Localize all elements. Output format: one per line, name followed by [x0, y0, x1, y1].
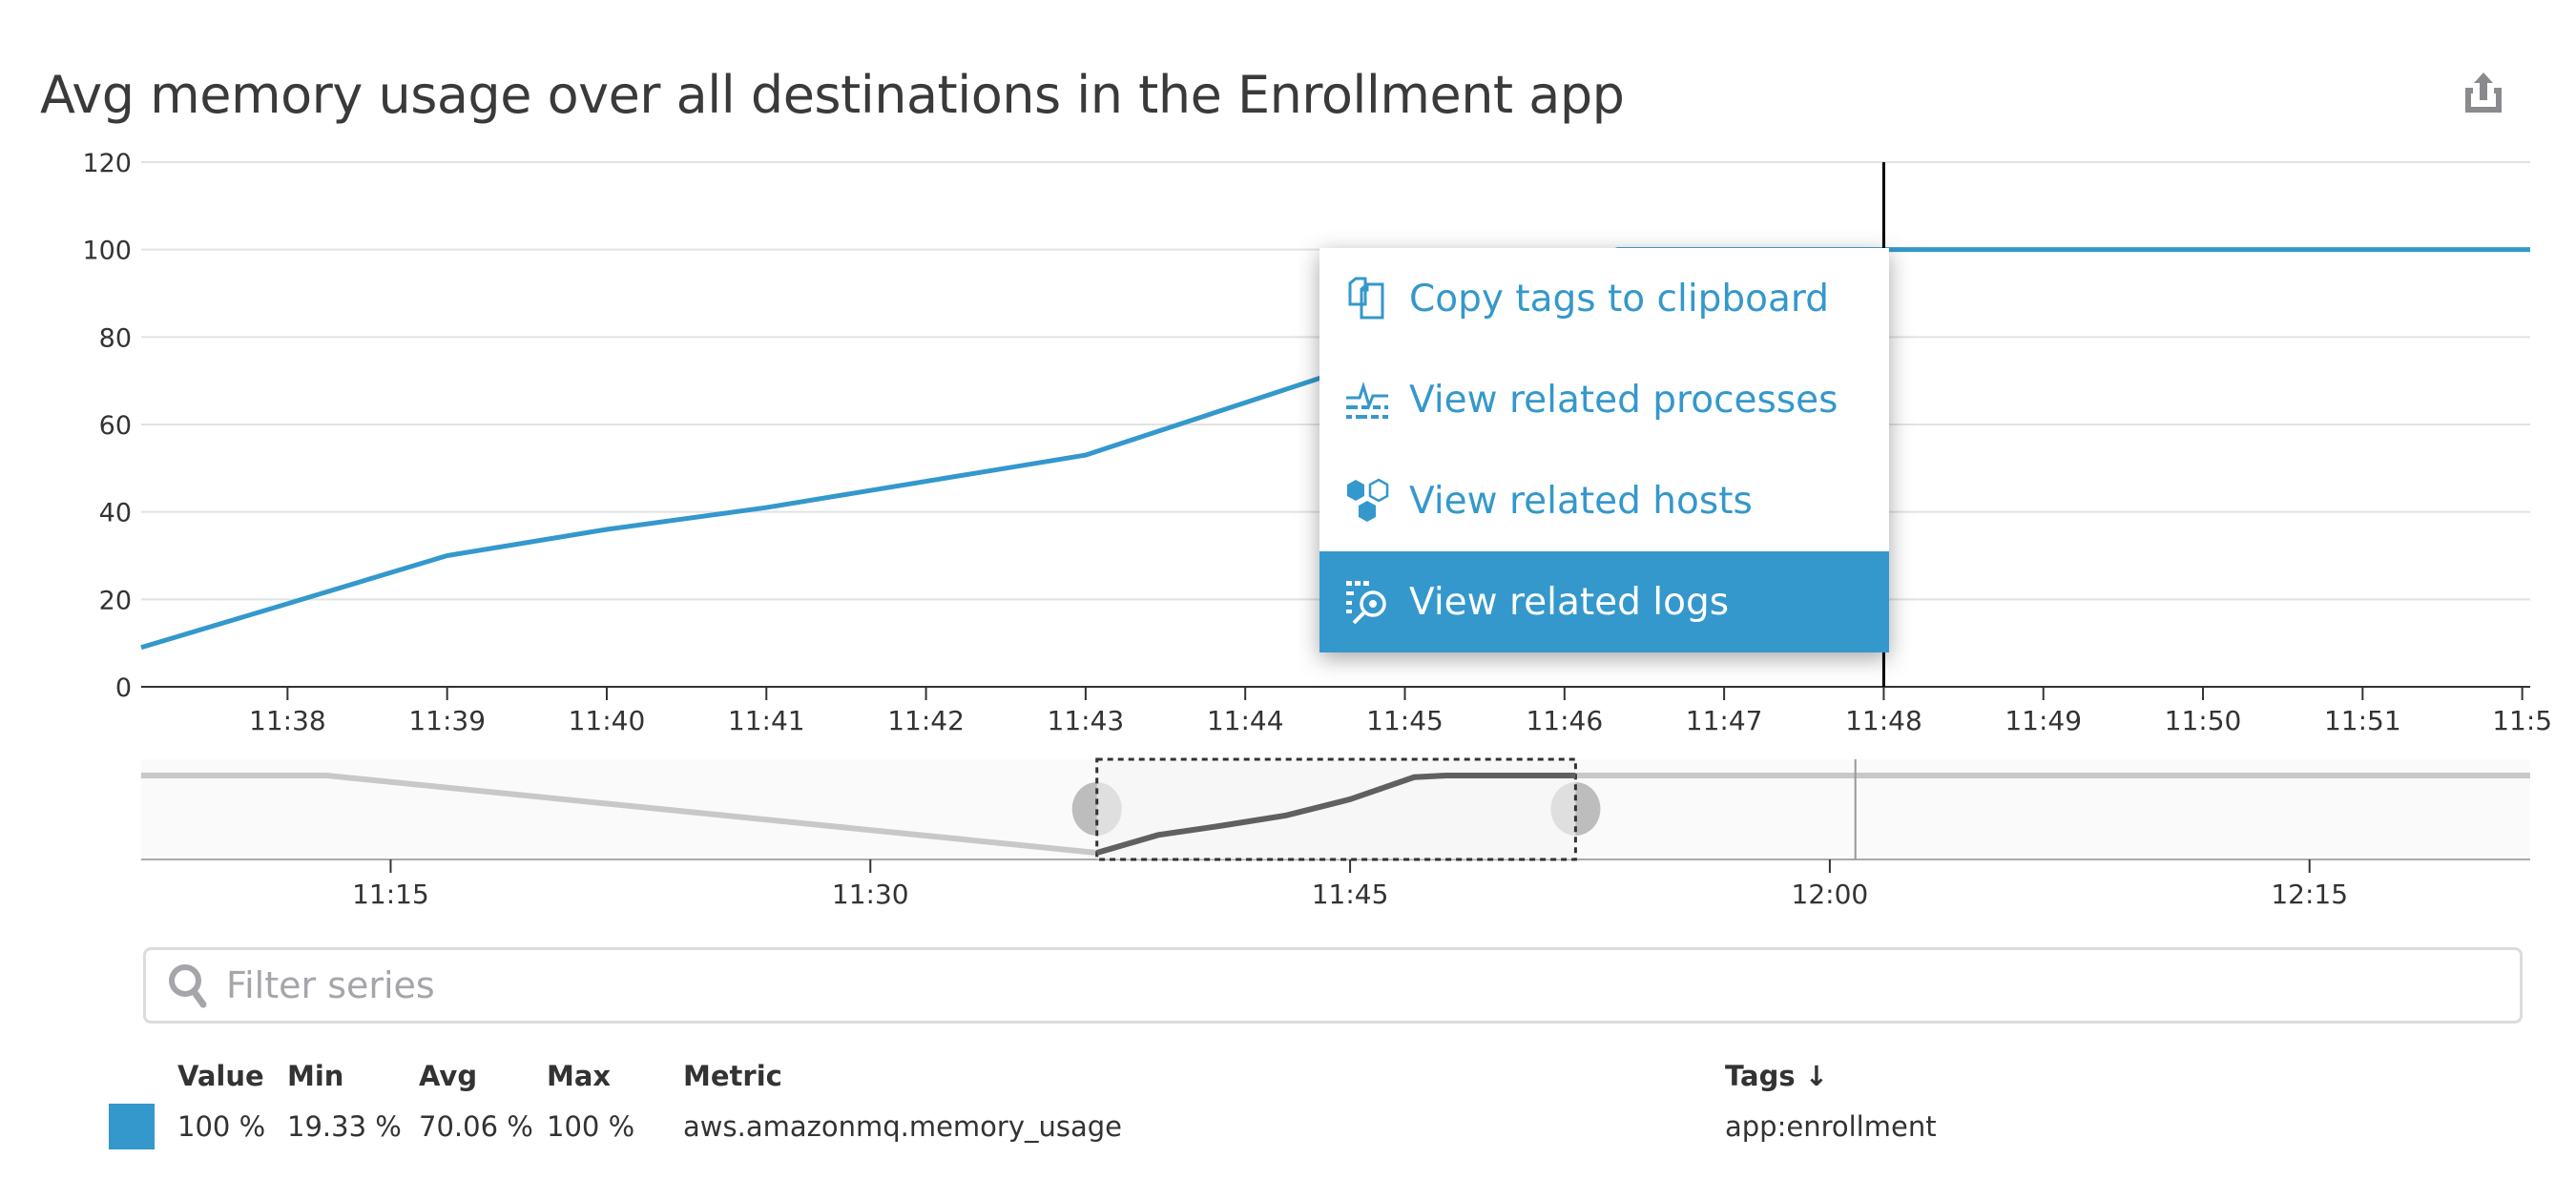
- logs-icon: [1340, 575, 1394, 629]
- menu-item-label: View related processes: [1409, 378, 1839, 422]
- x-tick-label: 11:5: [2492, 705, 2552, 736]
- x-tick-label: 11:43: [1048, 705, 1125, 736]
- legend-header-min[interactable]: Min: [287, 1060, 344, 1092]
- y-tick-label: 60: [99, 411, 132, 441]
- x-tick-label: 11:49: [2005, 705, 2082, 736]
- legend-metric[interactable]: aws.amazonmq.memory_usage: [683, 1110, 1123, 1143]
- search-icon: [165, 962, 213, 1009]
- navigator-tick-label: 12:15: [2271, 879, 2348, 910]
- menu-item-related-hosts[interactable]: View related hosts: [1319, 450, 1889, 551]
- context-menu: Copy tags to clipboard View related proc…: [1319, 248, 1889, 652]
- navigator-selected-line: [1095, 773, 1576, 856]
- share-export-icon[interactable]: [2460, 69, 2507, 116]
- navigator-tick-label: 11:15: [352, 879, 429, 910]
- time-navigator: 11:15 11:30 11:45 12:00 12:15: [141, 757, 2530, 910]
- y-tick-label: 100: [82, 237, 132, 266]
- legend-max: 100 %: [547, 1110, 635, 1143]
- menu-item-related-processes[interactable]: View related processes: [1319, 349, 1889, 450]
- menu-item-label: View related logs: [1409, 580, 1730, 624]
- legend-header-max[interactable]: Max: [547, 1060, 612, 1092]
- x-tick-label: 11:45: [1366, 705, 1444, 736]
- x-tick-label: 11:47: [1686, 705, 1763, 736]
- menu-item-label: View related hosts: [1409, 479, 1753, 523]
- y-tick-label: 0: [115, 673, 132, 703]
- y-axis: 0 20 40 60 80 100 120: [82, 149, 132, 703]
- legend-avg: 70.06 %: [419, 1110, 533, 1143]
- processes-icon: [1340, 373, 1394, 426]
- x-tick-label: 11:51: [2324, 705, 2401, 736]
- timeseries-chart[interactable]: 0 20 40 60 80 100 120 11:38 11:39 11:40 11:41 11:4…: [0, 0, 2576, 916]
- x-axis: 11:38 11:39 11:40 11:41 11:42 11:43 11:44 11:45…: [141, 686, 2552, 736]
- legend-value: 100 %: [177, 1110, 266, 1143]
- series-color-swatch[interactable]: [109, 1104, 155, 1149]
- legend-tags: app:enrollment: [1725, 1110, 1937, 1143]
- navigator-tick-label: 12:00: [1792, 879, 1869, 910]
- y-tick-label: 80: [99, 323, 132, 353]
- menu-item-copy-tags[interactable]: Copy tags to clipboard: [1319, 248, 1889, 349]
- x-tick-label: 11:48: [1845, 705, 1922, 736]
- x-tick-label: 11:42: [887, 705, 965, 736]
- navigator-tick-label: 11:30: [832, 879, 909, 910]
- menu-item-label: Copy tags to clipboard: [1409, 277, 1830, 321]
- x-tick-label: 11:38: [249, 705, 326, 736]
- filter-series-field[interactable]: [143, 947, 2523, 1024]
- y-tick-label: 40: [99, 499, 132, 528]
- x-tick-label: 11:44: [1207, 705, 1284, 736]
- legend-header-value[interactable]: Value: [177, 1060, 264, 1092]
- menu-item-related-logs[interactable]: View related logs: [1319, 551, 1889, 652]
- legend-header-metric[interactable]: Metric: [683, 1060, 782, 1092]
- filter-series-input[interactable]: [224, 963, 2520, 1007]
- x-tick-label: 11:40: [569, 705, 646, 736]
- x-tick-label: 11:39: [408, 705, 486, 736]
- legend-header-avg[interactable]: Avg: [419, 1060, 478, 1092]
- x-tick-label: 11:50: [2165, 705, 2242, 736]
- hosts-icon: [1340, 474, 1394, 528]
- navigator-tick-label: 11:45: [1312, 879, 1389, 910]
- x-tick-label: 11:46: [1526, 705, 1603, 736]
- widget-title: Avg memory usage over all destinations i…: [40, 65, 1625, 125]
- copy-icon: [1340, 272, 1394, 325]
- legend-header-tags[interactable]: Tags ↓: [1725, 1060, 1829, 1092]
- y-tick-label: 20: [99, 586, 132, 615]
- legend-min: 19.33 %: [287, 1110, 402, 1143]
- x-tick-label: 11:41: [728, 705, 805, 736]
- y-tick-label: 120: [82, 149, 132, 178]
